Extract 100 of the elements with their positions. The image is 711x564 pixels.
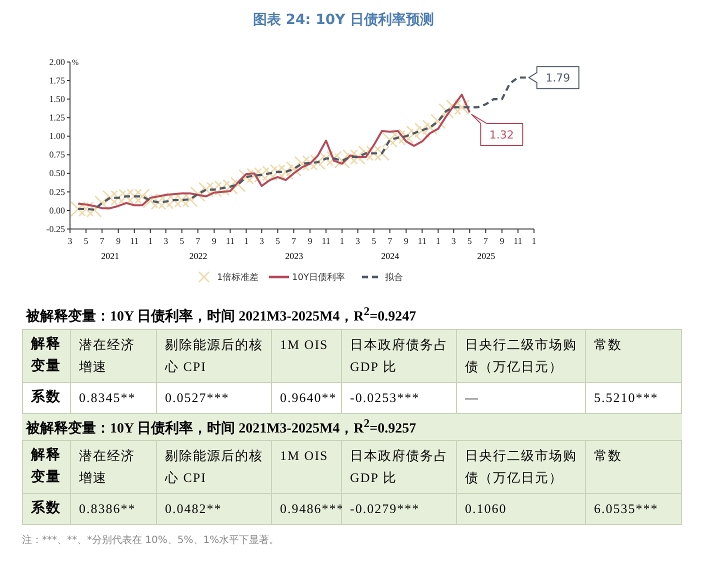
x-tick-label: 5 [180,236,185,246]
text: 潜在经济增速 [71,330,157,383]
point [454,100,470,115]
x-tick-label: 5 [467,236,472,246]
x-tick-label: 9 [308,236,313,246]
legend-label: 拟合 [385,272,403,284]
text: 1M OIS [272,441,342,494]
x-tick-label: 3 [356,236,361,246]
text: 常数 [586,441,682,494]
text: 常数 [586,330,682,383]
point [302,155,318,171]
line-series [77,94,471,210]
x-tick-label: 5 [84,236,89,246]
text: — [457,382,586,414]
point [222,178,238,194]
x-tick-label: 7 [483,236,488,246]
line-series [77,76,527,211]
text: 潜在经济增速 [71,441,157,494]
x-tick-label: 9 [404,236,409,246]
text: 0.9486*** [272,494,344,526]
x-tick-label: 3 [451,236,456,246]
y-tick-label: 0.75 [49,150,66,160]
y-axis-title: % [72,58,79,67]
point [382,132,398,148]
text: 0.1060 [457,494,586,526]
text: 日本政府债务占 GDP 比 [342,441,457,494]
text: 2025 [477,251,496,261]
point [398,128,414,144]
point [438,103,454,119]
legend-label: 10Y日债利率 [292,272,345,284]
text: 被解释变量：10Y 日债利率，时间 2021M3-2025M4，R$^{2}$=0.9257 [22,414,682,440]
text: 0.0527*** [157,382,272,414]
x-tick-label: 7 [196,236,201,246]
point [366,146,382,161]
text: 0.9640** [272,382,342,414]
point [270,164,286,180]
y-tick-label: 1.25 [49,112,66,123]
text: 注：***、**、*分别代表在 10%、5%、1%水平下显著。 [22,534,280,548]
x-tick-label: 11 [418,236,426,246]
text: 解释变量 [23,441,71,494]
text: 0.8386** [71,494,157,526]
text: 日央行二级市场购债（万亿日元） [457,441,586,494]
point [190,186,206,202]
point [350,149,366,165]
point [390,130,406,146]
text: 6.0535*** [586,494,682,526]
text: 5.5210*** [586,382,682,414]
text: 解释变量 [23,330,71,383]
text: 2021 [101,251,120,261]
text: -0.0279*** [350,501,420,516]
x-tick-label: 1 [244,236,248,246]
x-tick-label: 1 [532,236,536,246]
y-tick-label: 1.50 [49,94,66,104]
x-tick-label: 1 [436,236,440,246]
point [446,100,462,115]
x-tick-label: 1 [148,236,153,246]
legend-label: 1倍标准差 [217,272,259,284]
point [422,120,438,136]
y-tick-label: 1.00 [49,131,66,142]
point [286,161,302,177]
x-tick-label: 9 [212,236,217,246]
point [94,195,110,211]
text: 剔除能源后的核心 CPI [157,330,272,383]
x-tick-label: 3 [68,236,73,246]
x-tick-label: 11 [226,236,235,246]
text: 1M OIS [272,330,342,383]
x-tick-label: 3 [164,236,169,246]
text: 日本政府债务占 GDP 比 [342,330,457,383]
x-tick-label: 9 [116,236,122,246]
x-tick-label: 5 [372,236,377,246]
text: 系数 [23,382,71,414]
point [414,122,430,138]
text: -0.0253*** [342,382,457,414]
x-tick-label: 7 [388,236,393,246]
annotation: 1.79 [546,71,570,84]
x-tick-label: 11 [130,236,139,246]
y-tick-label: 1.75 [49,75,66,86]
y-tick-label: 2.00 [49,56,66,67]
text: 0.0482** [157,494,272,526]
text: 2024 [381,251,400,261]
text: 0.8345** [71,382,157,414]
point [406,126,422,141]
x-tick-label: 11 [322,236,330,246]
text: 2023 [285,251,304,261]
text: 系数 [23,494,71,526]
chart-title: 图表 24: 10Y 日债利率预测 [252,11,434,28]
y-tick-label: 0.00 [49,205,66,216]
x-tick-label: 3 [259,236,264,246]
text: 日央行二级市场购债（万亿日元） [457,330,586,383]
y-tick-label: 0.50 [49,168,66,178]
point [430,114,446,130]
text: 剔除能源后的核心 CPI [157,441,272,494]
x-tick-label: 5 [275,236,280,246]
text: 被解释变量：10Y 日债利率，时间 2021M3-2025M4，R$^{2}$=0.9247 [24,304,418,327]
annotation: 1.32 [489,128,514,142]
point [78,201,94,217]
x-tick-label: 11 [514,236,522,246]
point [206,182,222,198]
x-tick-label: 9 [500,236,505,246]
y-tick-label: 0.25 [49,186,66,197]
